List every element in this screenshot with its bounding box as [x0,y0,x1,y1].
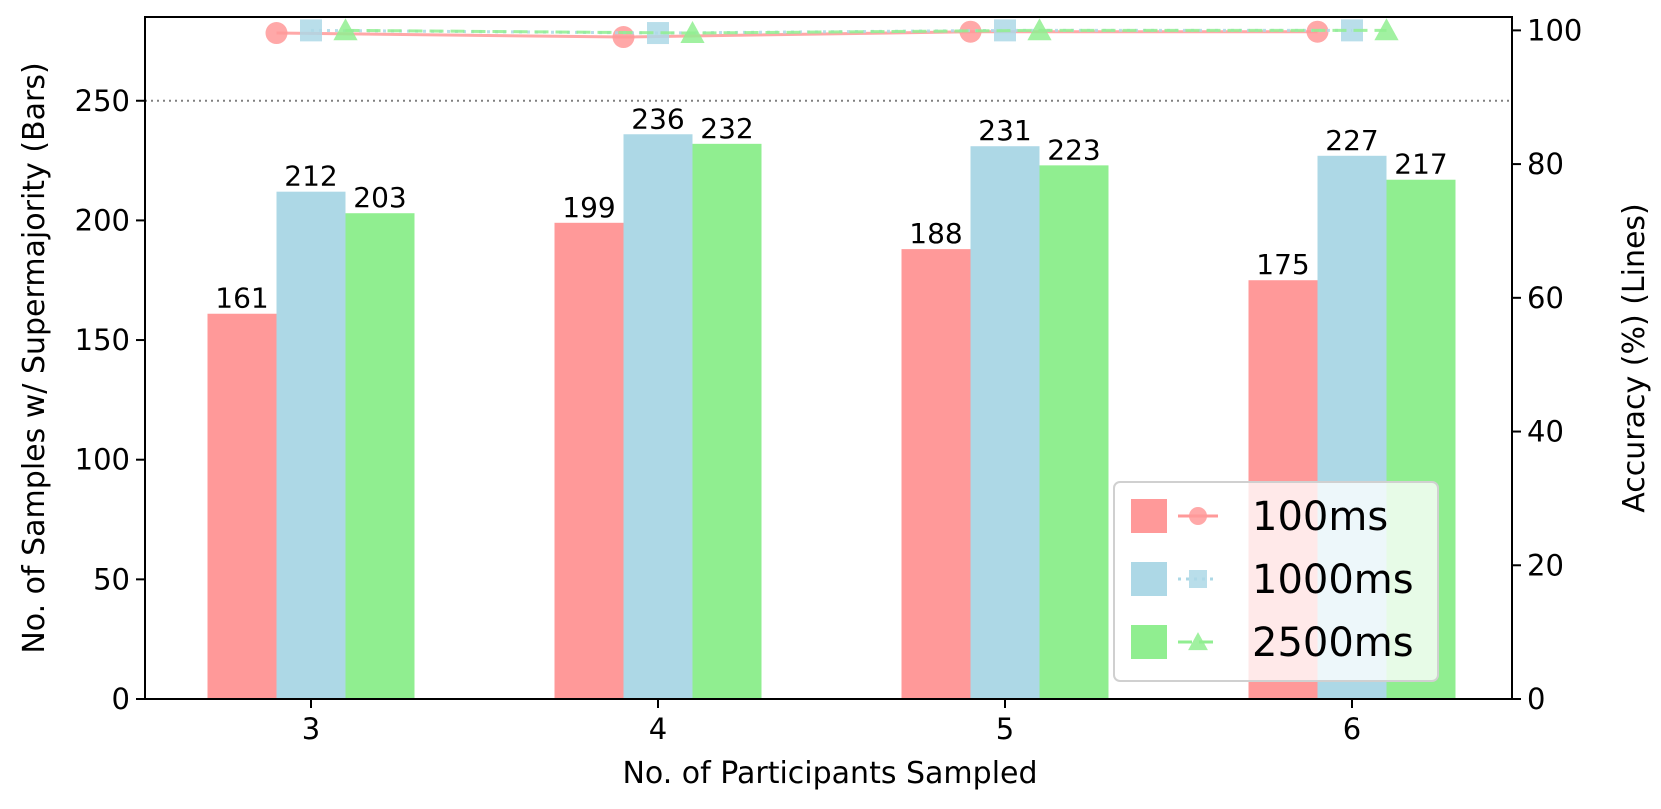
bar [970,146,1040,699]
plot-frame [144,16,1513,700]
accuracy-point [959,20,982,43]
x-tick-label: 3 [302,712,320,746]
bar [276,191,346,699]
bar-value-label: 227 [1325,124,1378,157]
y-left-tick-label: 100 [75,443,130,477]
legend-marker [1189,570,1207,588]
accuracy-point [680,20,705,43]
bar-value-label: 199 [562,191,615,224]
accuracy-point [647,22,669,45]
accuracy-point [333,18,358,41]
bar [901,249,971,699]
accuracy-point [1341,19,1363,42]
y-axis-right-label: Accuracy (%) (Lines) [1617,203,1652,513]
bar-value-label: 175 [1256,248,1309,281]
y-axis-left-label: No. of Samples w/ Supermajority (Bars) [17,62,52,653]
legend-swatch [1131,562,1167,596]
accuracy-point [1027,18,1052,41]
y-right-tick-label: 80 [1527,147,1564,181]
bar-value-label: 203 [353,181,406,214]
legend-label: 2500ms [1252,620,1414,666]
y-left-tick-label: 250 [75,84,130,118]
bar [207,313,277,699]
bar-value-label: 217 [1394,148,1447,181]
x-axis-label: No. of Participants Sampled [622,756,1037,791]
y-right-tick-label: 100 [1527,13,1582,47]
bar [345,213,415,700]
bar [1039,165,1109,699]
bar-value-label: 223 [1047,133,1100,166]
accuracy-line [345,28,1387,35]
x-tick-label: 4 [649,712,667,746]
x-tick-label: 6 [1343,712,1361,746]
legend-box [1113,481,1439,682]
y-right-tick-label: 20 [1527,548,1564,582]
bar-value-label: 231 [978,114,1031,147]
y-right-tick-label: 40 [1527,415,1564,449]
bar [692,143,762,699]
bar-value-label: 212 [284,160,337,193]
bar [554,222,624,699]
y-left-tick-label: 200 [75,203,130,237]
x-tick-label: 5 [996,712,1014,746]
legend: 100ms 1000ms 2500ms [1113,481,1439,682]
legend-label: 100ms [1252,494,1388,540]
legend-marker [1189,507,1207,525]
bar-value-label: 232 [700,112,753,145]
y-right-tick-label: 0 [1527,682,1545,716]
y-right-tick-label: 60 [1527,281,1564,315]
legend-swatch [1131,625,1167,659]
bar-value-label: 161 [215,282,268,315]
accuracy-point [265,22,288,45]
accuracy-point [300,19,322,42]
bar [623,134,693,700]
legend-marker [1188,632,1208,651]
y-left-tick-label: 50 [93,562,130,596]
y-left-tick-label: 150 [75,323,130,357]
legend-label: 1000ms [1252,557,1414,603]
bar-value-label: 236 [631,102,684,135]
bar-value-label: 188 [909,217,962,250]
y-left-tick-label: 0 [112,682,130,716]
accuracy-point [612,26,635,49]
legend-swatch [1131,499,1167,533]
accuracy-point [1374,18,1399,41]
